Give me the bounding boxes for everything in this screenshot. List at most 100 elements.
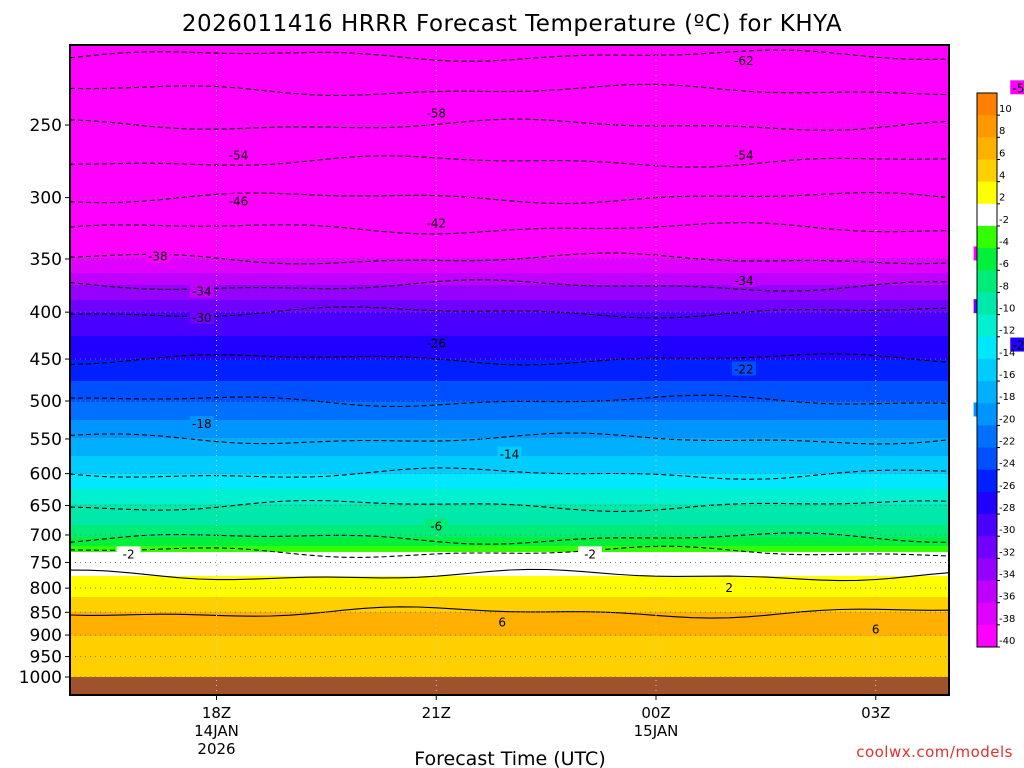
contour-label: -34 bbox=[734, 274, 754, 288]
temperature-band bbox=[70, 267, 949, 271]
isotherm-line bbox=[70, 118, 949, 131]
colorbar-swatch bbox=[977, 558, 997, 582]
grid-lines bbox=[70, 45, 949, 695]
temperature-band bbox=[70, 504, 949, 508]
colorbar-swatch bbox=[977, 447, 997, 471]
colorbar-swatch bbox=[977, 491, 997, 515]
temperature-field bbox=[70, 45, 949, 695]
x-axis-label: Forecast Time (UTC) bbox=[414, 748, 605, 768]
temperature-band bbox=[70, 54, 949, 58]
temperature-band bbox=[70, 510, 949, 514]
temperature-band bbox=[70, 516, 949, 520]
temperature-band bbox=[70, 474, 949, 478]
contour-label: -2 bbox=[123, 547, 135, 561]
temperature-band bbox=[70, 465, 949, 469]
chart-title: 2026011416 HRRR Forecast Temperature (ºC… bbox=[182, 11, 842, 37]
x-tick-label: 03Z bbox=[861, 704, 890, 722]
temperature-band bbox=[70, 75, 949, 79]
temperature-band bbox=[70, 189, 949, 193]
colorbar-label: 2 bbox=[999, 193, 1005, 204]
isotherm-line bbox=[70, 499, 949, 513]
colorbar-swatch bbox=[977, 181, 997, 205]
temperature-band bbox=[70, 288, 949, 292]
temperature-band bbox=[70, 96, 949, 100]
temperature-band bbox=[70, 270, 949, 274]
temperature-band bbox=[70, 294, 949, 298]
colorbar-label: -28 bbox=[999, 503, 1015, 514]
temperature-band bbox=[70, 540, 949, 544]
temperature-band bbox=[70, 420, 949, 424]
temperature-band bbox=[70, 120, 949, 124]
temperature-band bbox=[70, 138, 949, 142]
temperature-band bbox=[70, 306, 949, 310]
temperature-band bbox=[70, 261, 949, 265]
temperature-band bbox=[70, 285, 949, 289]
temperature-band bbox=[70, 645, 949, 649]
colorbar-swatch bbox=[977, 358, 997, 382]
contour-label-bg bbox=[189, 310, 214, 325]
temperature-band bbox=[70, 675, 949, 679]
temperature-band bbox=[70, 651, 949, 655]
y-tick-label: 350 bbox=[30, 250, 62, 270]
colorbar-swatch bbox=[977, 137, 997, 160]
temperature-band bbox=[70, 426, 949, 430]
temperature-band bbox=[70, 276, 949, 280]
temperature-band bbox=[70, 246, 949, 250]
y-tick-label: 400 bbox=[30, 303, 62, 323]
y-tick-label: 600 bbox=[30, 465, 62, 485]
temperature-band bbox=[70, 384, 949, 388]
temperature-band bbox=[70, 81, 949, 85]
temperature-band bbox=[70, 429, 949, 433]
colorbar-swatch bbox=[977, 580, 997, 604]
temperature-band bbox=[70, 297, 949, 301]
temperature-band bbox=[70, 162, 949, 166]
colorbar: 10 8 6 4 2 -2 -4 -6 -8 -10 -12 -14 -16 -18 -20 -22 -24 -2… bbox=[976, 92, 1015, 648]
temperature-band bbox=[70, 114, 949, 118]
temperature-band bbox=[70, 51, 949, 55]
contour-label-bg bbox=[145, 248, 170, 263]
temperature-band bbox=[70, 264, 949, 268]
temperature-band bbox=[70, 657, 949, 661]
temperature-band bbox=[70, 213, 949, 217]
temperature-band bbox=[70, 399, 949, 403]
colorbar-label: 4 bbox=[999, 171, 1005, 182]
contour-label-bg bbox=[189, 416, 214, 431]
y-tick-label: 500 bbox=[30, 392, 62, 412]
temperature-band bbox=[70, 639, 949, 643]
temperature-band bbox=[70, 630, 949, 634]
temperature-band bbox=[70, 522, 949, 526]
temperature-band bbox=[70, 372, 949, 376]
contour-label-bg bbox=[731, 53, 756, 68]
colorbar-swatch bbox=[977, 469, 997, 493]
y-tick-label: 300 bbox=[30, 189, 62, 209]
temperature-band bbox=[70, 441, 949, 445]
temperature-band bbox=[70, 654, 949, 658]
temperature-band bbox=[70, 477, 949, 481]
temperature-band bbox=[70, 546, 949, 550]
temperature-band bbox=[70, 603, 949, 607]
temperature-band bbox=[70, 321, 949, 325]
temperature-band bbox=[70, 180, 949, 184]
colorbar-label: -10 bbox=[999, 304, 1015, 315]
y-tick-label: 250 bbox=[30, 116, 62, 136]
temperature-band bbox=[70, 438, 949, 442]
temperature-band bbox=[70, 153, 949, 157]
temperature-band bbox=[70, 387, 949, 391]
temperature-band bbox=[70, 129, 949, 133]
colorbar-label: -16 bbox=[999, 370, 1015, 381]
credit-link[interactable]: coolwx.com/models bbox=[856, 743, 1013, 761]
colorbar-label: -32 bbox=[999, 547, 1015, 558]
temperature-band bbox=[70, 543, 949, 547]
contour-label-bg bbox=[731, 147, 756, 162]
colorbar-swatch bbox=[977, 336, 997, 360]
contour-label-bg bbox=[189, 283, 214, 298]
temperature-band bbox=[70, 234, 949, 238]
temperature-band bbox=[70, 102, 949, 106]
temperature-band bbox=[70, 342, 949, 346]
contour-label-bg bbox=[226, 193, 251, 208]
temperature-band bbox=[70, 168, 949, 172]
contour-label: -34 bbox=[192, 285, 212, 299]
temperature-band bbox=[70, 663, 949, 667]
temperature-band bbox=[70, 99, 949, 103]
temperature-band bbox=[70, 411, 949, 415]
